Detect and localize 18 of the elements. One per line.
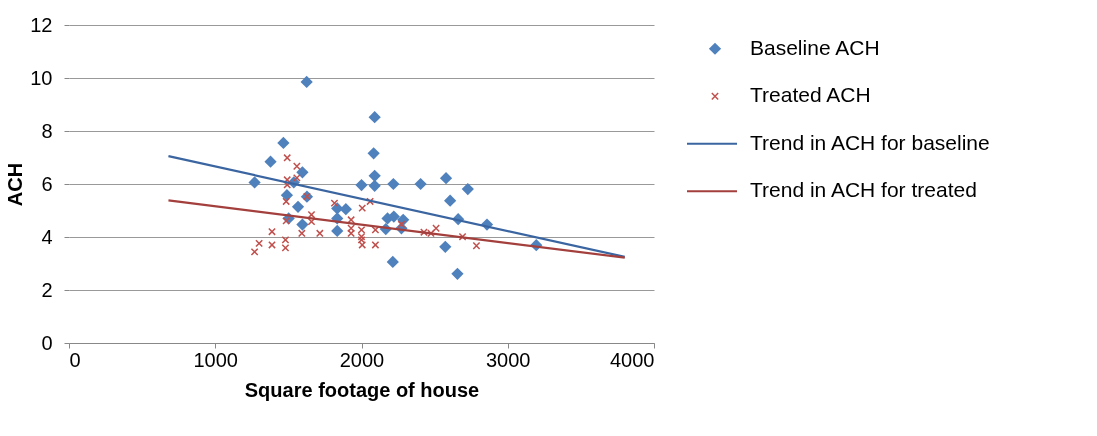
legend-label: Baseline ACH (750, 35, 880, 59)
legend-label: Trend in ACH for treated (750, 178, 977, 202)
x-tick-label: 4000 (610, 348, 655, 371)
y-axis-title: ACH (4, 162, 27, 207)
x-tick-label: 1000 (193, 348, 238, 371)
legend-label: Treated ACH (750, 83, 871, 107)
y-tick-label: 0 (41, 331, 53, 354)
y-tick-label: 8 (41, 119, 53, 142)
x-tick-label: 3000 (486, 348, 531, 371)
x-axis-title: Square footage of house (244, 378, 480, 401)
x-tick-label: 0 (69, 348, 81, 371)
y-tick-label: 10 (30, 66, 53, 89)
y-tick-label: 6 (41, 172, 53, 195)
y-tick-label: 2 (41, 278, 53, 301)
y-tick-label: 4 (41, 225, 53, 248)
y-tick-label: 12 (30, 13, 53, 36)
x-tick-label: 2000 (339, 348, 385, 371)
legend-label: Trend in ACH for baseline (750, 130, 990, 154)
